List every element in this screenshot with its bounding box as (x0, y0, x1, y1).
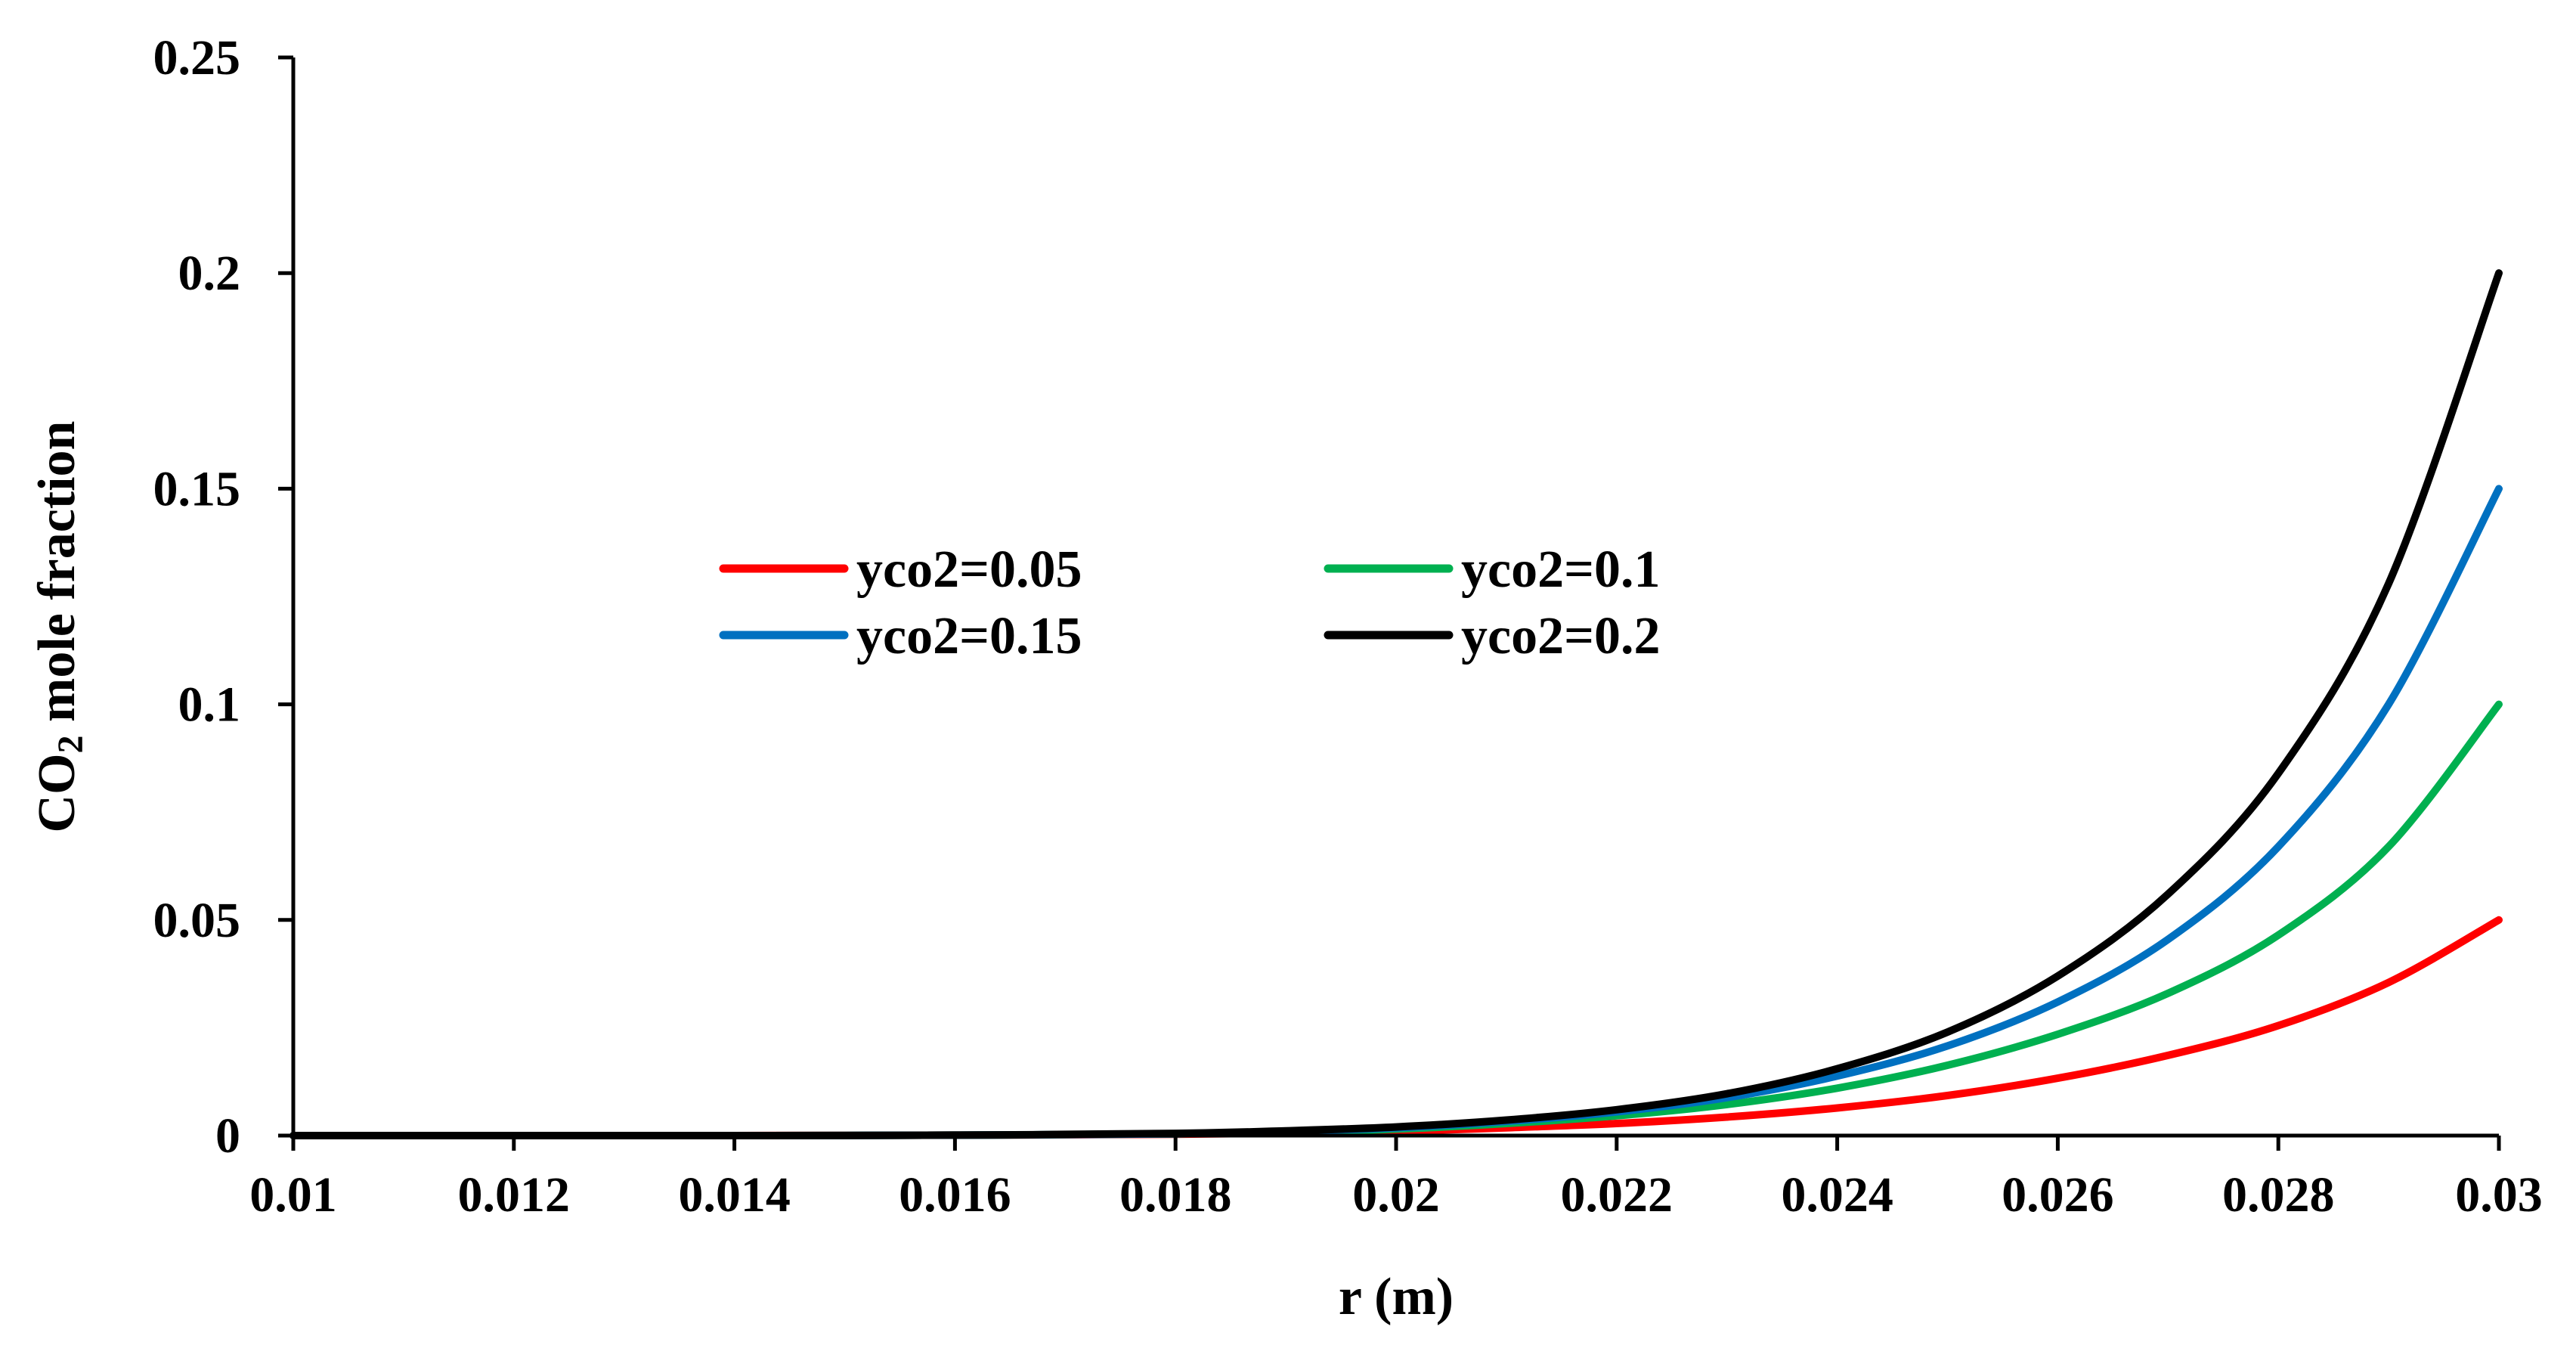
y-tick-label: 0.25 (153, 30, 241, 85)
axes (291, 57, 2499, 1138)
x-axis-ticks: 0.01 0.012 0.014 0.016 0.018 0.02 0.022 0.024 0.… (249, 1136, 2543, 1223)
legend-label: yco2=0.05 (856, 541, 1082, 599)
y-tick-label: 0.15 (153, 461, 241, 516)
y-axis-ticks: 0 0.05 0.1 0.15 0.2 0.25 (153, 30, 293, 1164)
y-axis-title: CO2 mole fraction (28, 421, 91, 833)
x-tick-label: 0.026 (2002, 1167, 2114, 1223)
legend-label: yco2=0.15 (856, 607, 1082, 665)
y-axis-title-rest: mole fraction (28, 421, 86, 736)
y-axis-title-subscript: 2 (51, 735, 91, 753)
y-tick-label: 0 (215, 1108, 240, 1164)
y-axis-title-main: CO (28, 753, 86, 832)
x-axis-title: r (m) (1339, 1268, 1454, 1326)
x-tick-label: 0.018 (1119, 1167, 1232, 1223)
series-line-3 (289, 485, 2503, 1140)
series-line-4 (289, 269, 2503, 1140)
plot-lines (289, 269, 2503, 1140)
x-tick-label: 0.02 (1352, 1167, 1440, 1223)
y-tick-label: 0.2 (178, 246, 241, 301)
series-line-2 (289, 700, 2503, 1140)
x-tick-label: 0.028 (2222, 1167, 2335, 1223)
x-tick-label: 0.016 (899, 1167, 1011, 1223)
y-tick-label: 0.05 (153, 893, 241, 948)
x-tick-label: 0.022 (1561, 1167, 1673, 1223)
x-tick-label: 0.012 (458, 1167, 571, 1223)
x-tick-label: 0.024 (1781, 1167, 1893, 1223)
legend-label: yco2=0.1 (1461, 541, 1660, 599)
x-tick-label: 0.03 (2455, 1167, 2543, 1223)
x-tick-label: 0.01 (249, 1167, 337, 1223)
x-tick-label: 0.014 (678, 1167, 791, 1223)
legend: yco2=0.05 yco2=0.1 yco2=0.15 yco2=0.2 (719, 541, 1660, 665)
y-tick-label: 0.1 (178, 677, 241, 733)
legend-label: yco2=0.2 (1461, 607, 1660, 665)
series-line-1 (289, 916, 2503, 1140)
